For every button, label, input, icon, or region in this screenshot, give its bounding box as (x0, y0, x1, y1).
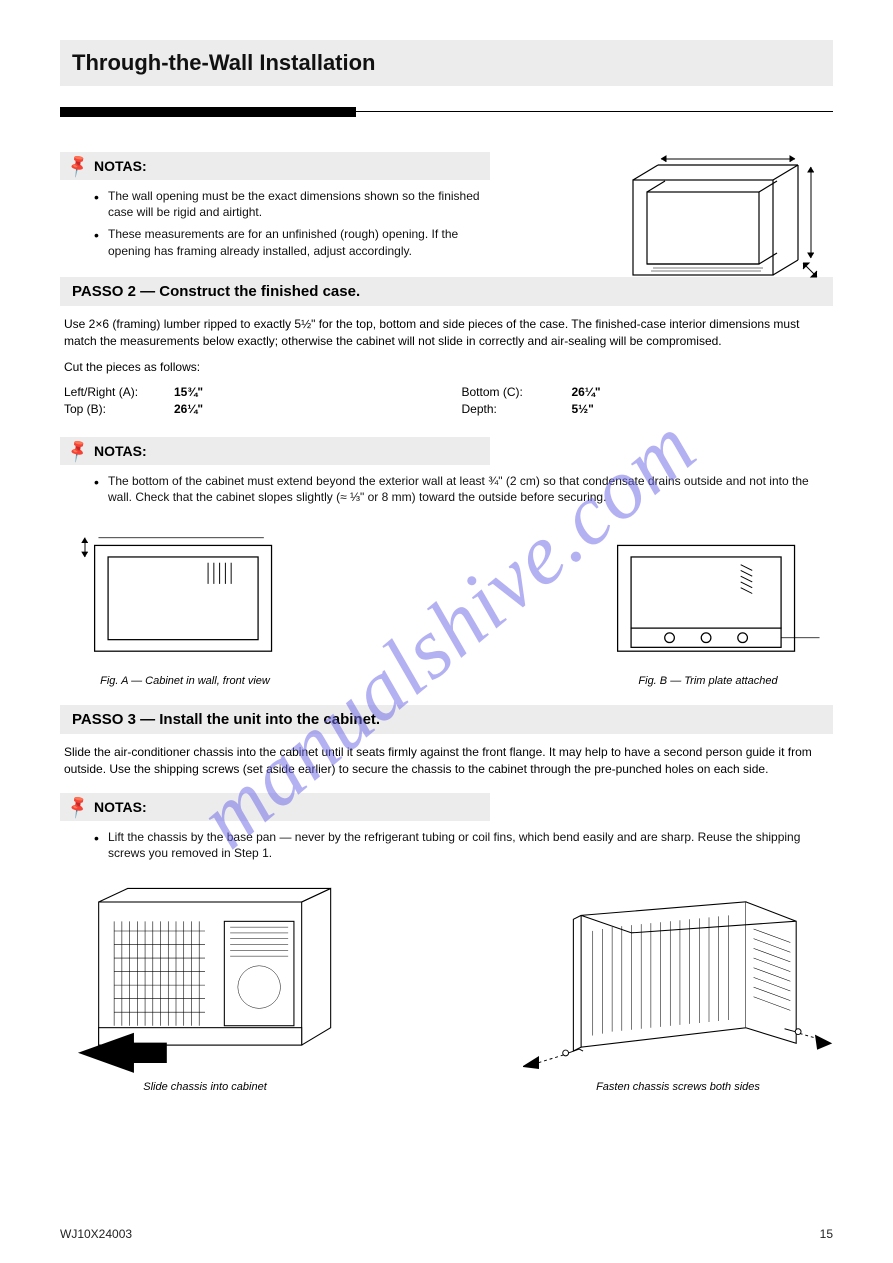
note-item: These measurements are for an unfinished… (94, 226, 490, 258)
note-label: NOTAS: (94, 443, 147, 459)
figure-caption: Fasten chassis screws both sides (523, 1081, 833, 1093)
chassis-screws-illustration (523, 869, 833, 1079)
cabinet-trimplate-illustration (583, 513, 833, 673)
step-paragraph: Use 2×6 (framing) lumber ripped to exact… (64, 316, 829, 351)
note-band: 📌 NOTAS: (60, 152, 490, 180)
dim-value: 15¾" (174, 384, 203, 401)
note-band: 📌 NOTAS: (60, 437, 490, 465)
cabinet-front-illustration (60, 513, 310, 673)
note-text: The wall opening must be the exact dimen… (108, 189, 480, 219)
dim-label: Bottom (C): (462, 384, 572, 401)
section-divider (60, 104, 833, 120)
note-text: Lift the chassis by the base pan — never… (108, 830, 800, 860)
dimensions-table: Left/Right (A):15¾" Top (B):26¼" Bottom … (64, 384, 829, 419)
page-footer: WJ10X24003 15 (0, 1227, 893, 1241)
page-title-band: Through-the-Wall Installation (60, 40, 833, 86)
dim-value: 26¼" (572, 384, 601, 401)
dim-label: Depth: (462, 401, 572, 418)
note-text: The bottom of the cabinet must extend be… (108, 474, 809, 504)
note-band: 📌 NOTAS: (60, 793, 490, 821)
note-item: Lift the chassis by the base pan — never… (94, 829, 833, 861)
chassis-slide-illustration (60, 869, 350, 1079)
dim-label: Top (B): (64, 401, 174, 418)
dim-value: 26¼" (174, 401, 203, 418)
pushpin-icon: 📌 (64, 793, 92, 821)
note-list: The wall opening must be the exact dimen… (60, 180, 490, 259)
step-body: Slide the air-conditioner chassis into t… (60, 744, 833, 779)
dim-label: Left/Right (A): (64, 384, 174, 401)
illustration-row: Fig. A — Cabinet in wall, front view (60, 513, 833, 687)
dim-value: 5½" (572, 401, 594, 418)
wall-opening-illustration (613, 155, 823, 305)
pushpin-icon: 📌 (64, 437, 92, 465)
black-rule (60, 107, 356, 117)
note-list: Lift the chassis by the base pan — never… (60, 821, 833, 861)
note-item: The bottom of the cabinet must extend be… (94, 473, 833, 505)
note-label: NOTAS: (94, 158, 147, 174)
page-title: Through-the-Wall Installation (72, 50, 376, 75)
note-list: The bottom of the cabinet must extend be… (60, 465, 833, 505)
step-paragraph: Slide the air-conditioner chassis into t… (64, 744, 829, 779)
step-body: Use 2×6 (framing) lumber ripped to exact… (60, 316, 833, 419)
step-label: PASSO 3 — Install the unit into the cabi… (72, 711, 380, 728)
page-number: 15 (820, 1227, 833, 1241)
step-paragraph: Cut the pieces as follows: (64, 359, 829, 376)
figure-caption: Fig. B — Trim plate attached (583, 675, 833, 687)
illustration-row: Slide chassis into cabinet (60, 869, 833, 1093)
note-label: NOTAS: (94, 799, 147, 815)
pushpin-icon: 📌 (64, 152, 92, 180)
note-text: These measurements are for an unfinished… (108, 227, 458, 257)
step-band-3: PASSO 3 — Install the unit into the cabi… (60, 705, 833, 734)
note-item: The wall opening must be the exact dimen… (94, 188, 490, 220)
step-label: PASSO 2 — Construct the finished case. (72, 283, 360, 300)
figure-caption: Fig. A — Cabinet in wall, front view (60, 675, 310, 687)
figure-caption: Slide chassis into cabinet (60, 1081, 350, 1093)
doc-reference: WJ10X24003 (60, 1227, 132, 1241)
